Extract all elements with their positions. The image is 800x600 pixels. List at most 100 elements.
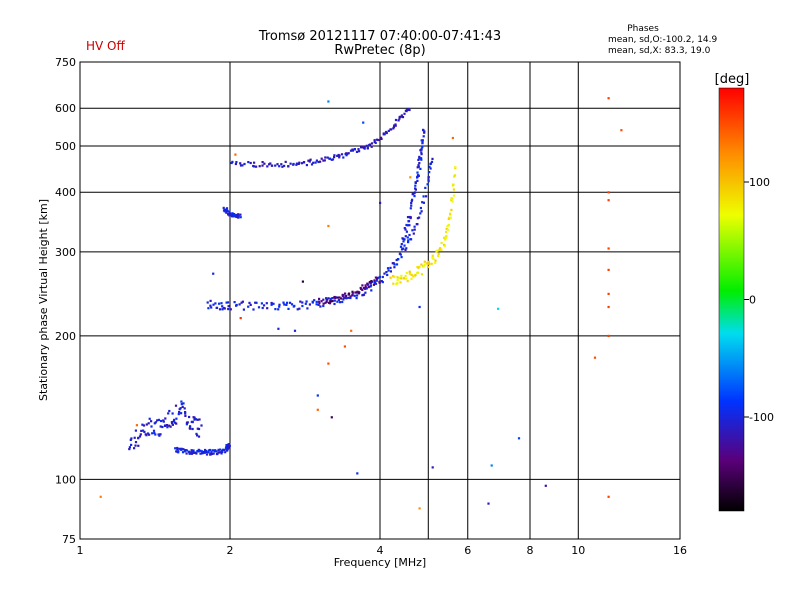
echo-point (373, 279, 376, 282)
echo-point (375, 138, 378, 141)
echo-point (200, 450, 203, 453)
echo-point (387, 129, 390, 132)
echo-point (210, 306, 213, 309)
echo-point (312, 161, 315, 164)
echo-point (342, 294, 345, 297)
echo-point (487, 502, 490, 505)
echo-point (418, 305, 421, 309)
echo-point (414, 181, 417, 184)
echo-point (195, 432, 198, 435)
echo-point (142, 424, 146, 427)
echo-point (393, 124, 396, 127)
phases-title: Phases (627, 24, 659, 34)
echo-point (452, 194, 456, 197)
echo-point (408, 270, 411, 273)
echo-point (268, 163, 271, 166)
echo-point (418, 216, 421, 219)
echo-point (310, 163, 314, 166)
echo-point (397, 119, 400, 122)
echo-point (375, 279, 378, 282)
echo-point (379, 136, 383, 139)
echo-point (171, 412, 174, 415)
echo-point (383, 272, 386, 275)
echo-point (417, 158, 420, 161)
echo-point (322, 298, 325, 301)
echo-point (420, 273, 424, 276)
echo-point (327, 224, 330, 228)
echo-point (366, 147, 369, 150)
echo-point (354, 291, 357, 294)
echo-point (333, 156, 336, 159)
echo-point (419, 212, 422, 215)
echo-point (236, 214, 239, 217)
echo-point (342, 156, 345, 159)
echo-point (370, 280, 373, 283)
echo-point (293, 304, 296, 307)
echo-point (182, 402, 185, 405)
echo-point (423, 131, 426, 134)
echo-point (221, 450, 224, 453)
echo-point (429, 162, 433, 165)
echo-point (175, 422, 178, 425)
echo-point (133, 436, 136, 439)
echo-point (403, 244, 406, 247)
echo-point (445, 230, 448, 234)
echo-point (490, 464, 493, 467)
echo-point (192, 451, 195, 454)
echo-point (225, 301, 228, 304)
echo-point (297, 162, 300, 165)
echo-point (226, 449, 229, 452)
echo-point (451, 136, 454, 140)
echo-point (404, 235, 407, 238)
echo-point (387, 269, 390, 272)
y-tick-label: 500 (55, 140, 76, 153)
echo-point (252, 308, 255, 311)
echo-point (225, 207, 229, 210)
echo-point (239, 162, 242, 165)
echo-point (286, 301, 289, 304)
echo-point (218, 302, 221, 305)
echo-point (231, 160, 234, 163)
echo-point (207, 451, 210, 454)
echo-point (355, 150, 359, 153)
echo-point (218, 308, 222, 311)
echo-point (418, 162, 421, 165)
echo-point (447, 216, 451, 219)
echo-point (225, 444, 228, 447)
echo-point (189, 425, 192, 428)
x-tick-label: 10 (571, 544, 585, 557)
echo-point (215, 306, 218, 309)
echo-point (235, 161, 238, 164)
echo-point (181, 451, 185, 454)
echo-point (228, 443, 231, 446)
echo-point (253, 165, 256, 168)
echo-point (405, 271, 408, 274)
echo-point (416, 223, 419, 226)
echo-point (349, 296, 352, 300)
echo-point (392, 126, 396, 129)
echo-point (398, 115, 401, 118)
echo-point (177, 451, 180, 454)
echo-point (223, 307, 226, 310)
echo-point (270, 301, 273, 305)
echo-point (289, 162, 292, 165)
echo-point (315, 300, 318, 303)
echo-point (418, 507, 421, 510)
echo-point (427, 178, 430, 181)
echo-point (344, 296, 347, 299)
echo-point (284, 160, 287, 163)
echo-point (447, 224, 450, 227)
echo-point (349, 149, 353, 152)
echo-point (237, 215, 240, 218)
echo-point (452, 183, 455, 186)
echo-point (408, 224, 411, 227)
echo-point (396, 278, 399, 281)
echo-point (366, 282, 369, 285)
echo-point (409, 176, 412, 179)
echo-point (349, 295, 352, 298)
echo-point (171, 423, 174, 426)
y-tick-label: 100 (55, 473, 76, 486)
echo-point (410, 202, 413, 205)
echo-point (428, 262, 431, 266)
